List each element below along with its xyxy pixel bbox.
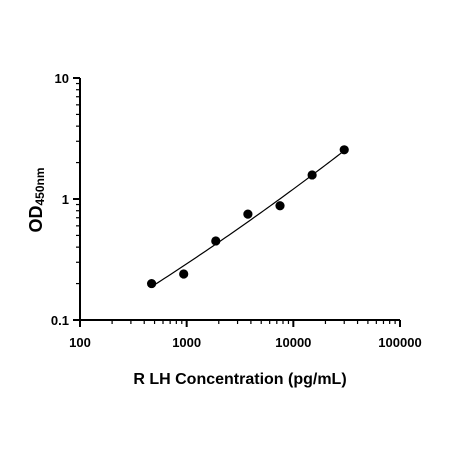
- data-point: [275, 201, 285, 211]
- x-tick-label: 100000: [378, 335, 421, 350]
- y-axis: 0.1 1 10: [51, 71, 81, 328]
- data-point: [243, 209, 253, 219]
- data-points: [146, 145, 349, 289]
- x-ticks: 100 1000 10000 100000: [69, 320, 422, 350]
- y-tick-label: 0.1: [51, 313, 69, 328]
- y-ticks: 0.1 1 10: [51, 71, 80, 328]
- y-axis-title: OD450nm: [26, 167, 47, 232]
- x-axis-title: R LH Concentration (pg/mL): [133, 371, 346, 388]
- svg-text:OD450nm: OD450nm: [26, 167, 47, 232]
- y-axis-title-subscript: 450nm: [33, 167, 47, 205]
- y-tick-label: 1: [62, 192, 69, 207]
- x-tick-label: 100: [69, 335, 91, 350]
- data-point: [211, 236, 221, 246]
- data-point: [307, 170, 317, 180]
- x-tick-label: 10000: [275, 335, 311, 350]
- y-tick-label: 10: [55, 71, 69, 86]
- x-axis: 100 1000 10000 100000: [69, 319, 422, 350]
- y-axis-title-main: OD: [26, 206, 46, 233]
- data-point: [339, 145, 349, 155]
- x-tick-label: 1000: [172, 335, 201, 350]
- data-point: [179, 269, 189, 279]
- data-point: [146, 278, 157, 289]
